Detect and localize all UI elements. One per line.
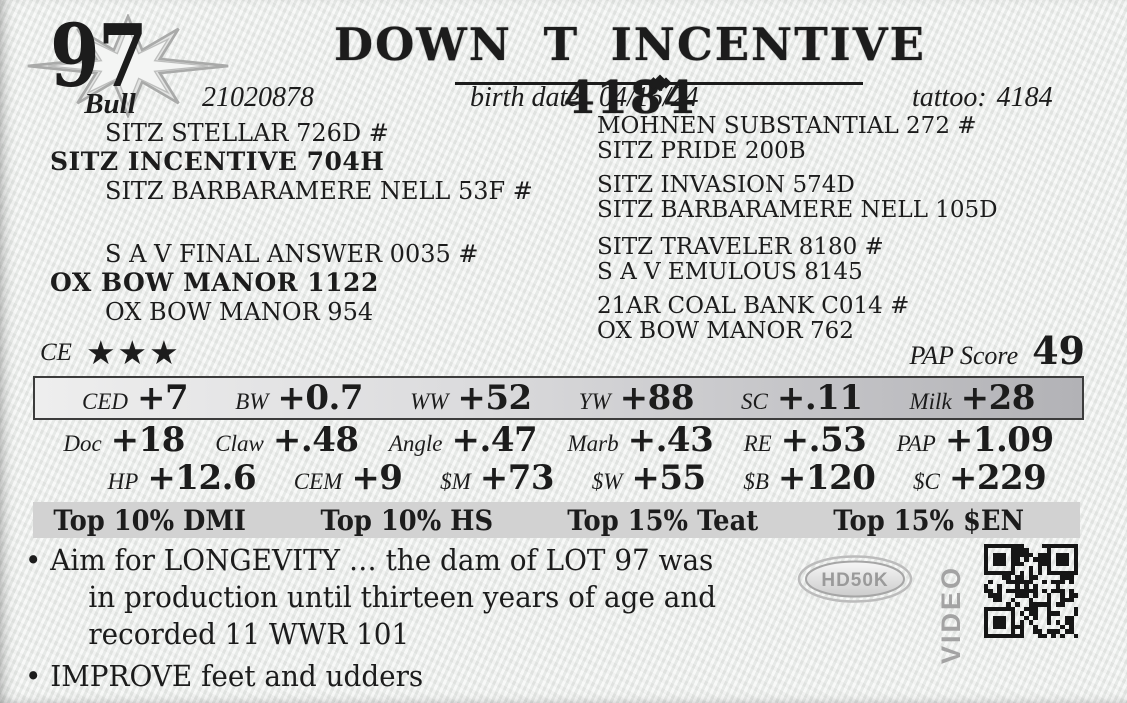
epd-milk: Milk +28 [909, 378, 1036, 418]
birth-date-value: 04/16/24 [599, 82, 699, 113]
ce-label: CE [40, 338, 72, 366]
epd-yw: YW +88 [578, 378, 695, 418]
lot-sex: Bull [84, 88, 136, 120]
pap-score: PAP Score 49 [900, 332, 1085, 371]
percentile-en: Top 15% $EN [832, 503, 1024, 537]
epd-dollar-w: $W +55 [591, 458, 706, 498]
epd-dollar-m: $M +73 [440, 458, 555, 498]
epd-claw: Claw +.48 [215, 420, 359, 460]
epd-ww: WW +52 [410, 378, 532, 418]
birth-date: birth date: 04/16/24 [470, 82, 699, 114]
epd-row-primary: CED +7 BW +0.7 WW +52 YW +88 SC +.11 Milk +28 [33, 376, 1084, 420]
epd-ced: CED +7 [82, 378, 189, 418]
percentile-dmi: Top 10% DMI [53, 503, 246, 537]
pedigree-ancestor: SITZ INVASION 574D [597, 172, 855, 198]
epd-row-secondary: Doc +18 Claw +.48 Angle +.47 Marb +.43 RE +.5… [33, 420, 1084, 460]
epd-re: RE +.53 [743, 420, 867, 460]
lot-number: 97 [50, 6, 148, 107]
epd-dollar-c: $C +229 [913, 458, 1047, 498]
epd-row-dollar: HP +12.6 CEM +9 $M +73 $W +55 $B +120 $C +229 [70, 458, 1084, 498]
page-title: DOWN T INCENTIVE 4184 [334, 18, 926, 124]
ce-stars-icon: ★★★ [85, 333, 181, 372]
hd50k-logo: HD50K [797, 555, 913, 603]
pedigree-ancestor: 21AR COAL BANK C014 # [597, 293, 910, 319]
pedigree-sire-granddam: SITZ BARBARAMERE NELL 53F # [105, 177, 533, 205]
pedigree-sire: SITZ INCENTIVE 704H [50, 147, 385, 176]
title-divider [455, 74, 863, 92]
tattoo-label: tattoo: [912, 82, 987, 113]
pedigree-dam-granddam: OX BOW MANOR 954 [105, 298, 374, 326]
epd-cem: CEM +9 [293, 458, 403, 498]
note-longevity: Aim for LONGEVITY … the dam of LOT 97 wa… [25, 542, 731, 653]
percentile-band: Top 10% DMI Top 10% HS Top 15% Teat Top … [33, 502, 1080, 538]
hd50k-logo-text: HD50K [821, 570, 888, 591]
epd-bw: BW +0.7 [235, 378, 364, 418]
sale-notes: Aim for LONGEVITY … the dam of LOT 97 wa… [25, 542, 760, 700]
pedigree-dam: OX BOW MANOR 1122 [50, 268, 379, 297]
percentile-hs: Top 10% HS [320, 503, 493, 537]
epd-angle: Angle +.47 [388, 420, 538, 460]
epd-doc: Doc +18 [63, 420, 185, 460]
registration-number: 21020878 [202, 82, 314, 113]
star-burst-icon [27, 14, 229, 118]
pedigree-dam-grandsire: S A V FINAL ANSWER 0035 # [105, 240, 479, 268]
tattoo-value: 4184 [996, 82, 1053, 113]
video-label: VIDEO [936, 564, 966, 664]
pap-score-value: 49 [1032, 328, 1085, 373]
calving-ease-rating: CE ★★★ [40, 336, 181, 369]
pap-score-label: PAP Score [909, 341, 1019, 370]
pedigree-ancestor: SITZ TRAVELER 8180 # [597, 234, 884, 260]
pedigree-ancestor: SITZ PRIDE 200B [597, 138, 806, 164]
pedigree-ancestor: MOHNEN SUBSTANTIAL 272 # [597, 113, 977, 139]
tattoo: tattoo: 4184 [912, 82, 1053, 114]
pedigree-sire-grandsire: SITZ STELLAR 726D # [105, 119, 389, 147]
epd-marb: Marb +.43 [567, 420, 714, 460]
birth-date-label: birth date: [470, 82, 589, 113]
pedigree-ancestor: S A V EMULOUS 8145 [597, 259, 863, 285]
epd-pap: PAP +1.09 [896, 420, 1054, 460]
epd-dollar-b: $B +120 [743, 458, 876, 498]
qr-code [984, 544, 1078, 638]
pedigree-ancestor: SITZ BARBARAMERE NELL 105D [597, 197, 998, 223]
pedigree-ancestor: OX BOW MANOR 762 [597, 318, 854, 344]
note-improve: IMPROVE feet and udders [25, 658, 731, 695]
epd-hp: HP +12.6 [107, 458, 257, 498]
percentile-teat: Top 15% Teat [567, 503, 758, 537]
epd-sc: SC +.11 [741, 378, 863, 418]
